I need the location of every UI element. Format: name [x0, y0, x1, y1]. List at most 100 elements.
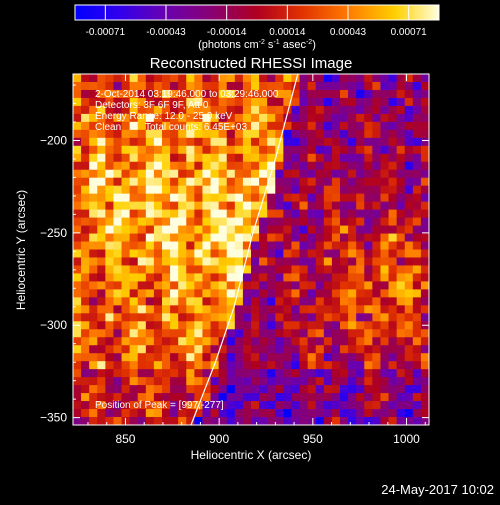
heatmap-cell	[364, 321, 373, 330]
heatmap-cell	[145, 345, 155, 354]
heatmap-cell	[356, 169, 365, 179]
colorbar-tick-label: 0.00014	[269, 27, 306, 38]
heatmap-cell	[323, 129, 333, 139]
heatmap-cell	[218, 345, 228, 354]
heatmap-cell	[137, 289, 147, 298]
heatmap-cell	[331, 417, 341, 425]
heatmap-cell	[323, 329, 333, 338]
heatmap-cell	[97, 353, 106, 362]
heatmap-cell	[162, 345, 171, 354]
heatmap-cell	[275, 74, 284, 83]
heatmap-cell	[81, 401, 90, 410]
heatmap-cell	[153, 81, 163, 91]
heatmap-cell	[129, 249, 139, 259]
heatmap-cell	[267, 81, 276, 91]
heatmap-cell	[267, 113, 276, 123]
heatmap-cell	[210, 361, 220, 370]
heatmap-cell	[291, 385, 301, 394]
heatmap-cell	[153, 209, 163, 219]
heatmap-cell	[275, 257, 284, 267]
heatmap-cell	[396, 81, 406, 91]
axes: 850 900 950 1000−200−250−300−350	[40, 74, 429, 446]
heatmap-cell	[251, 313, 260, 322]
heatmap-cell	[348, 153, 357, 163]
heatmap-cell	[388, 417, 398, 425]
heatmap-cell	[218, 89, 228, 99]
heatmap-cell	[396, 201, 406, 211]
heatmap-cell	[380, 305, 390, 314]
heatmap-cell	[259, 121, 268, 131]
colorbar-units: (photons cm-2 s-1 asec-2)	[198, 39, 316, 51]
heatmap-cell	[307, 297, 317, 306]
heatmap-cell	[340, 105, 349, 115]
heatmap-cell	[121, 289, 131, 298]
heatmap-cell	[153, 193, 163, 203]
heatmap-cell	[340, 369, 349, 378]
heatmap-cell	[81, 177, 90, 187]
heatmap-cell	[364, 177, 373, 187]
heatmap-cell	[396, 281, 406, 290]
heatmap-cell	[202, 337, 212, 346]
heatmap-cell	[137, 185, 147, 195]
heatmap-cell	[73, 305, 82, 314]
heatmap-cell	[291, 313, 301, 322]
heatmap-cell	[89, 121, 98, 131]
heatmap-cell	[121, 393, 131, 402]
heatmap-cell	[145, 305, 155, 314]
heatmap-cell	[194, 233, 204, 243]
heatmap-cell	[323, 305, 333, 314]
heatmap-cell	[364, 409, 373, 418]
heatmap-cell	[315, 361, 325, 370]
heatmap-cell	[178, 153, 187, 163]
heatmap-cell	[267, 97, 276, 107]
heatmap-cell	[291, 337, 301, 346]
heatmap-cell	[178, 305, 187, 314]
heatmap-cell	[170, 273, 179, 283]
heatmap-cell	[356, 289, 365, 298]
heatmap-cell	[73, 161, 82, 171]
heatmap-cell	[210, 201, 220, 211]
heatmap-cell	[259, 305, 268, 314]
heatmap-cell	[299, 121, 309, 131]
colorbar	[74, 4, 440, 21]
heatmap-cell	[307, 417, 317, 425]
heatmap-cell	[259, 353, 268, 362]
heatmap-cell	[218, 209, 228, 219]
heatmap-cell	[226, 361, 236, 370]
heatmap-cell	[178, 201, 187, 211]
heatmap-cell	[89, 113, 98, 123]
heatmap-cell	[73, 177, 82, 187]
heatmap-cell	[331, 225, 341, 235]
heatmap-cell	[331, 361, 341, 370]
heatmap-cell	[105, 145, 115, 155]
heatmap-cell	[331, 345, 341, 354]
heatmap-cell	[194, 265, 204, 275]
heatmap-cell	[178, 393, 187, 402]
heatmap-cell	[307, 74, 317, 83]
annotation-clean: Clean	[95, 122, 121, 133]
heatmap-cell	[170, 337, 179, 346]
heatmap-cell	[218, 281, 228, 290]
heatmap-cell	[299, 273, 309, 283]
heatmap-cell	[412, 121, 422, 131]
heatmap-cell	[105, 81, 115, 91]
heatmap-cell	[404, 249, 414, 259]
heatmap-cell	[186, 145, 195, 155]
heatmap-cell	[186, 297, 195, 306]
heatmap-cell	[251, 329, 260, 338]
heatmap-cell	[210, 393, 220, 402]
heatmap-cell	[162, 129, 171, 139]
heatmap-cell	[372, 89, 382, 99]
heatmap-cell	[372, 201, 382, 211]
heatmap-cell	[331, 377, 341, 386]
heatmap-cell	[170, 201, 179, 211]
heatmap-cell	[113, 305, 123, 314]
heatmap-cell	[267, 329, 276, 338]
heatmap-cell	[291, 233, 301, 243]
heatmap-cell	[404, 345, 414, 354]
heatmap-cell	[137, 353, 147, 362]
heatmap-cell	[404, 353, 414, 362]
heatmap-cell	[162, 409, 171, 418]
heatmap-cell	[162, 337, 171, 346]
heatmap-cell	[372, 273, 382, 283]
